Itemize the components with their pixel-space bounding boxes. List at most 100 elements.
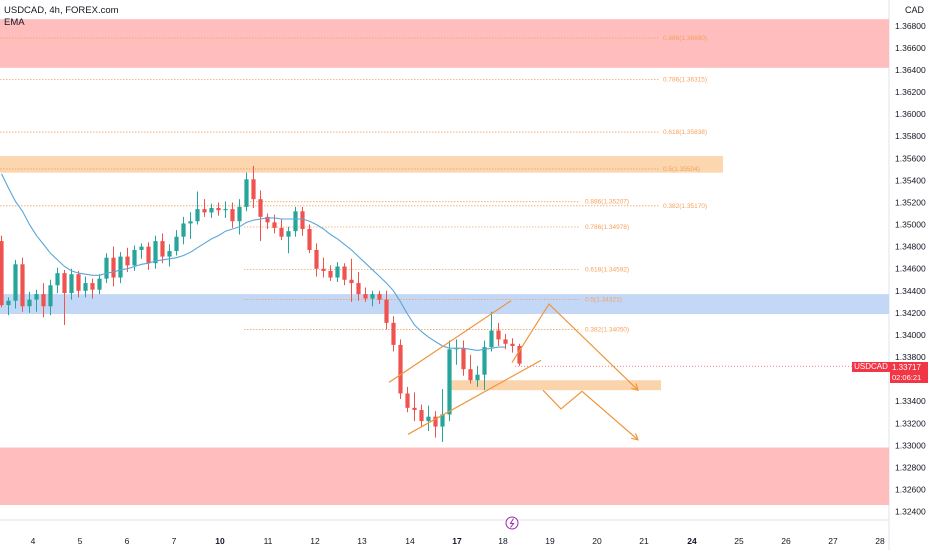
x-tick-label: 6 bbox=[125, 536, 130, 546]
fib-label: 0.382(1.34050) bbox=[585, 326, 629, 333]
x-tick-label: 17 bbox=[452, 536, 462, 546]
y-tick-label: 1.36600 bbox=[895, 43, 926, 53]
x-tick-label: 21 bbox=[639, 536, 649, 546]
candle-body bbox=[279, 227, 284, 237]
fib-label: 0.786(1.36315) bbox=[663, 76, 707, 83]
candle-body bbox=[251, 179, 256, 200]
candle-body bbox=[20, 264, 25, 307]
fib-label: 0.886(1.36690) bbox=[663, 35, 707, 42]
symbol-title: USDCAD, 4h, FOREX.com bbox=[4, 5, 119, 16]
candle-body bbox=[321, 268, 326, 271]
y-tick-label: 1.33000 bbox=[895, 440, 926, 450]
candle-body bbox=[216, 208, 221, 211]
candle-body bbox=[356, 283, 361, 295]
y-tick-label: 1.34000 bbox=[895, 330, 926, 340]
price-tag-countdown: 02:06:21 bbox=[890, 373, 928, 383]
x-tick-label: 26 bbox=[781, 536, 791, 546]
y-tick-label: 1.34400 bbox=[895, 286, 926, 296]
candle-body bbox=[230, 209, 235, 222]
candle-body bbox=[433, 416, 438, 427]
candle-body bbox=[244, 179, 249, 207]
candle-body bbox=[223, 209, 228, 211]
candle-body bbox=[363, 294, 368, 299]
candle-body bbox=[405, 393, 410, 408]
y-tick-label: 1.32600 bbox=[895, 485, 926, 495]
x-tick-label: 11 bbox=[264, 536, 273, 546]
candle-body bbox=[398, 344, 403, 394]
x-tick-label: 24 bbox=[687, 536, 697, 546]
candle-body bbox=[174, 236, 179, 252]
y-tick-label: 1.32800 bbox=[895, 462, 926, 472]
y-tick-label: 1.32400 bbox=[895, 507, 926, 517]
y-tick-label: 1.34800 bbox=[895, 242, 926, 252]
candle-body bbox=[97, 278, 102, 290]
candle-body bbox=[111, 257, 116, 278]
candle-body bbox=[517, 346, 522, 364]
candle-body bbox=[27, 299, 32, 307]
y-tick-label: 1.36400 bbox=[895, 65, 926, 75]
candle-body bbox=[419, 410, 424, 422]
x-tick-label: 18 bbox=[498, 536, 508, 546]
candle-body bbox=[440, 414, 445, 427]
zone-demand bbox=[0, 447, 889, 505]
candle-body bbox=[265, 216, 270, 223]
fib-label: 0.618(1.35838) bbox=[663, 129, 707, 136]
candle-body bbox=[41, 294, 46, 307]
candle-body bbox=[188, 221, 193, 224]
zone-target bbox=[449, 380, 661, 391]
candle-body bbox=[132, 249, 137, 266]
candle-body bbox=[76, 274, 81, 291]
x-tick-label: 20 bbox=[592, 536, 602, 546]
projection-arrowhead bbox=[631, 383, 639, 392]
candle-body bbox=[104, 257, 109, 279]
y-tick-label: 1.35800 bbox=[895, 131, 926, 141]
candle-body bbox=[209, 208, 214, 213]
y-tick-label: 1.35600 bbox=[895, 153, 926, 163]
x-tick-label: 27 bbox=[828, 536, 838, 546]
candle-body bbox=[307, 228, 312, 250]
candle-body bbox=[293, 211, 298, 232]
candle-body bbox=[125, 256, 130, 266]
y-tick-label: 1.33800 bbox=[895, 352, 926, 362]
candle-body bbox=[48, 285, 53, 307]
y-tick-label: 1.36800 bbox=[895, 21, 926, 31]
candle-body bbox=[118, 256, 123, 278]
candle-body bbox=[475, 374, 480, 381]
candle-body bbox=[300, 211, 305, 229]
candle-body bbox=[139, 246, 144, 250]
x-tick-label: 25 bbox=[734, 536, 744, 546]
x-tick-label: 10 bbox=[215, 536, 225, 546]
x-tick-label: 12 bbox=[310, 536, 320, 546]
x-tick-label: 4 bbox=[31, 536, 36, 546]
projection-path bbox=[511, 303, 639, 391]
fib-label: 0.618(1.34592) bbox=[585, 267, 629, 274]
candle-body bbox=[426, 416, 431, 422]
candle-body bbox=[342, 266, 347, 280]
candle-body bbox=[90, 283, 95, 290]
candle-body bbox=[153, 241, 158, 264]
candle-body bbox=[377, 294, 382, 300]
candle-body bbox=[34, 294, 39, 300]
y-tick-label: 1.33400 bbox=[895, 396, 926, 406]
candle-body bbox=[461, 348, 466, 370]
candle-body bbox=[482, 347, 487, 375]
fib-label: 0.5(1.34321) bbox=[585, 297, 622, 304]
candle-body bbox=[510, 343, 515, 346]
projection-arrowhead bbox=[631, 433, 639, 441]
candle-body bbox=[167, 251, 172, 257]
fib-label: 0.382(1.35170) bbox=[663, 203, 707, 210]
candle-body bbox=[496, 330, 501, 340]
candle-body bbox=[258, 199, 263, 217]
channel-lower bbox=[407, 359, 542, 435]
candle-body bbox=[202, 209, 207, 213]
zone-support-band bbox=[0, 294, 889, 314]
candle-body bbox=[181, 223, 186, 237]
x-tick-label: 7 bbox=[172, 536, 177, 546]
last-price-tag: USDCAD 1.33717 02:06:21 bbox=[852, 362, 928, 384]
y-tick-label: 1.36200 bbox=[895, 87, 926, 97]
candle-body bbox=[55, 273, 60, 286]
candle-body bbox=[195, 209, 200, 222]
candle-body bbox=[6, 300, 11, 306]
currency-label: CAD bbox=[904, 5, 924, 15]
